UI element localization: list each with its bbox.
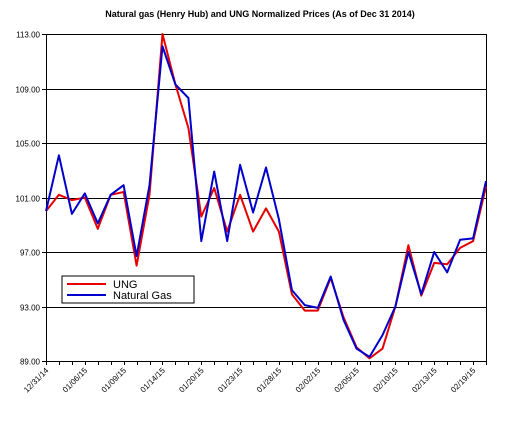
series-line-ung	[45, 33, 487, 360]
x-tick-label: 02/05/15	[333, 366, 362, 395]
legend-label-natural-gas: Natural Gas	[113, 290, 172, 302]
x-tick-label: 01/09/15	[100, 366, 129, 395]
x-tick-label: 02/19/15	[449, 366, 478, 395]
x-tick-labels: 12/31/14 01/06/15 01/09/15 01/14/15 01/20/15…	[22, 366, 478, 395]
axes	[42, 34, 487, 365]
x-tick-label: 02/02/15	[294, 366, 323, 395]
x-tick-label: 01/14/15	[139, 366, 168, 395]
y-tick-label: 109.00	[16, 86, 41, 95]
x-tick-label: 12/31/14	[22, 366, 51, 395]
y-tick-label: 93.00	[20, 304, 41, 313]
legend-label-ung: UNG	[113, 279, 137, 291]
x-tick-label: 01/06/15	[61, 366, 90, 395]
x-tick-label: 01/23/15	[216, 366, 245, 395]
y-tick-label: 105.00	[16, 140, 41, 149]
y-tick-label: 101.00	[16, 195, 41, 204]
x-tick-label: 02/10/15	[371, 366, 400, 395]
series-lines	[45, 33, 487, 360]
y-tick-label: 89.00	[20, 358, 41, 367]
x-tick-label: 02/13/15	[410, 366, 439, 395]
y-tick-label: 97.00	[20, 249, 41, 258]
y-tick-label: 113.00	[16, 31, 40, 40]
series-line-natural-gas	[45, 45, 487, 358]
x-tick-label: 01/28/15	[255, 366, 284, 395]
chart-title: Natural gas (Henry Hub) and UNG Normaliz…	[105, 9, 415, 19]
y-tick-labels: 89.00 93.00 97.00 101.00 105.00 109.00 113.00	[16, 31, 41, 367]
gridlines	[46, 34, 486, 362]
legend: UNG Natural Gas	[61, 275, 195, 304]
x-tick-label: 01/20/15	[177, 366, 206, 395]
legend-box	[61, 275, 195, 304]
